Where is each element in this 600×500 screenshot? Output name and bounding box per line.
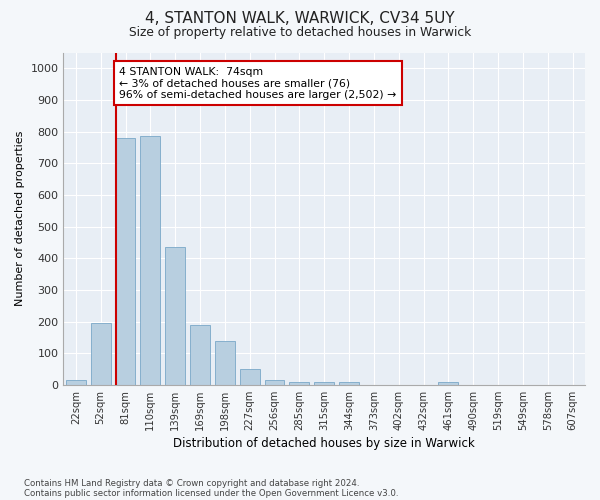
Bar: [215, 340, 235, 385]
Bar: [439, 382, 458, 385]
Bar: [91, 323, 110, 385]
Text: Contains public sector information licensed under the Open Government Licence v3: Contains public sector information licen…: [24, 488, 398, 498]
Bar: [339, 382, 359, 385]
Bar: [240, 369, 260, 385]
Text: Size of property relative to detached houses in Warwick: Size of property relative to detached ho…: [129, 26, 471, 39]
Bar: [265, 380, 284, 385]
Bar: [190, 324, 210, 385]
Bar: [116, 138, 136, 385]
Text: 4, STANTON WALK, WARWICK, CV34 5UY: 4, STANTON WALK, WARWICK, CV34 5UY: [145, 11, 455, 26]
Text: Contains HM Land Registry data © Crown copyright and database right 2024.: Contains HM Land Registry data © Crown c…: [24, 478, 359, 488]
Y-axis label: Number of detached properties: Number of detached properties: [15, 131, 25, 306]
Bar: [289, 382, 310, 385]
Bar: [140, 136, 160, 385]
Text: 4 STANTON WALK:  74sqm
← 3% of detached houses are smaller (76)
96% of semi-deta: 4 STANTON WALK: 74sqm ← 3% of detached h…: [119, 66, 397, 100]
X-axis label: Distribution of detached houses by size in Warwick: Distribution of detached houses by size …: [173, 437, 475, 450]
Bar: [66, 380, 86, 385]
Bar: [165, 247, 185, 385]
Bar: [314, 382, 334, 385]
